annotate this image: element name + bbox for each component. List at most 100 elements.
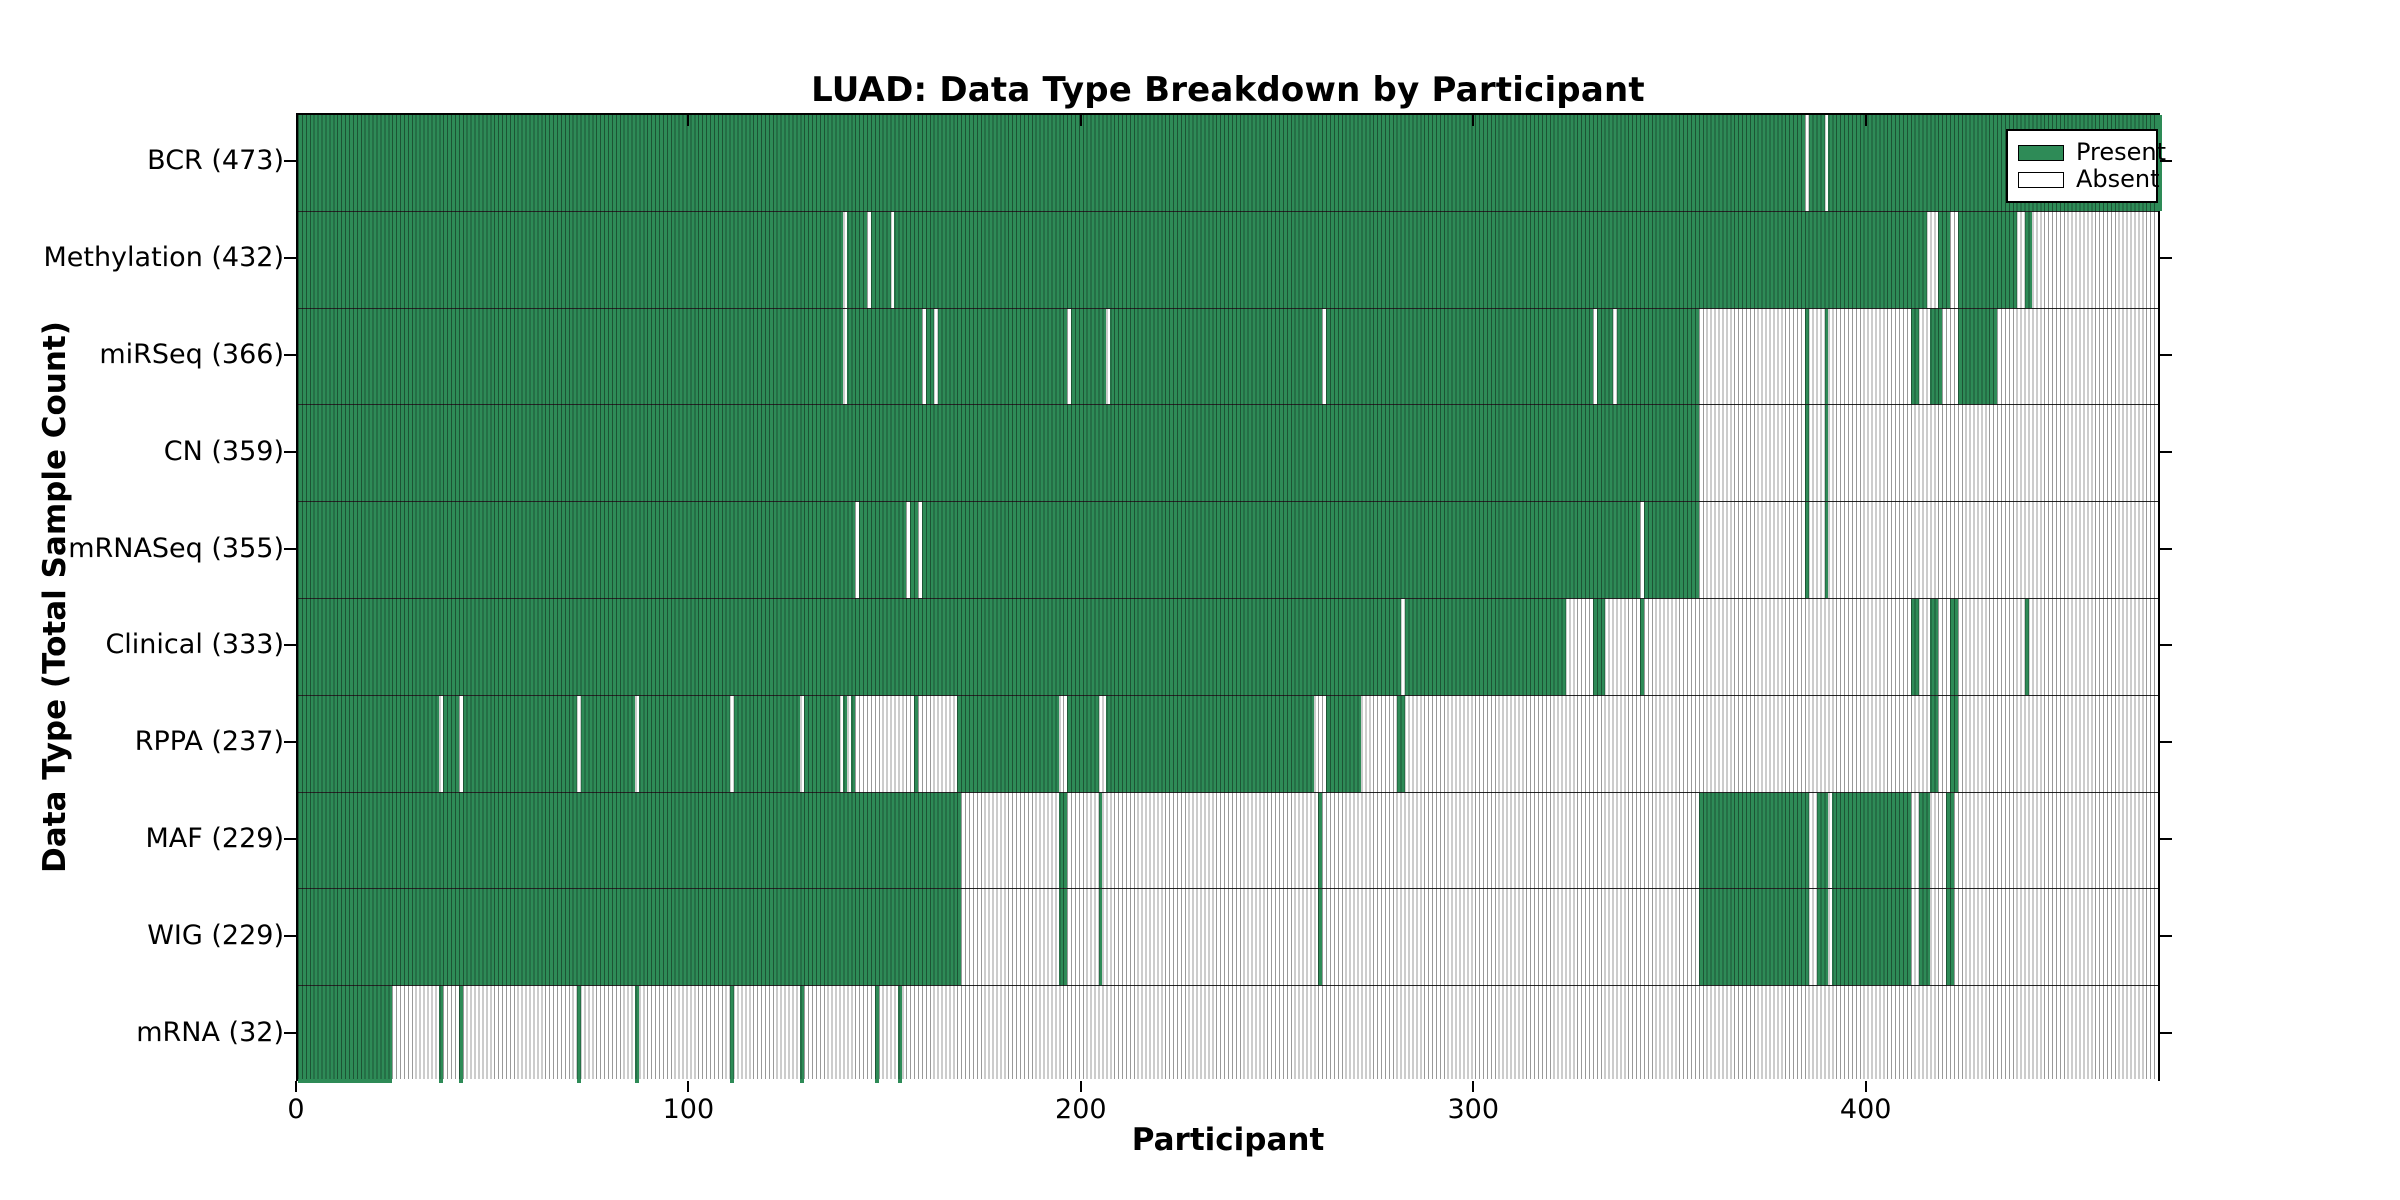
present-segment — [462, 695, 577, 792]
present-segment — [1404, 599, 1566, 695]
legend: Present Absent — [2006, 129, 2166, 203]
present-segment — [298, 502, 856, 598]
present-segment — [1832, 792, 1911, 889]
present-segment — [898, 986, 903, 1083]
chart-title: LUAD: Data Type Breakdown by Participant — [811, 70, 1645, 110]
present-segment — [576, 986, 581, 1083]
present-segment — [1592, 599, 1605, 695]
present-segment — [1824, 308, 1829, 405]
present-segment — [1098, 889, 1103, 986]
y-tick-mark-right — [2160, 741, 2172, 744]
y-tick-mark — [284, 354, 296, 356]
present-segment — [1067, 695, 1099, 792]
row-clinical — [298, 599, 2158, 696]
present-segment — [1698, 792, 1809, 889]
present-segment — [1804, 405, 1809, 502]
present-segment — [1946, 889, 1954, 986]
present-segment — [910, 502, 919, 598]
y-tick-mark — [284, 838, 296, 840]
x-tick-label-300: 300 — [1447, 1094, 1500, 1125]
present-segment — [1059, 792, 1068, 889]
y-tick-mark — [284, 547, 296, 550]
x-tick-mark-top — [687, 115, 690, 126]
row-mrnaseq — [298, 502, 2158, 599]
legend-absent-swatch — [2018, 171, 2064, 188]
x-tick-mark-top — [1864, 115, 1867, 126]
present-segment — [1918, 889, 1931, 986]
present-segment — [1644, 502, 1699, 598]
present-segment — [1957, 211, 2017, 308]
present-segment — [1816, 792, 1829, 889]
row-maf — [298, 792, 2158, 890]
present-segment — [1950, 695, 1958, 792]
present-segment — [1318, 792, 1323, 889]
present-segment — [729, 986, 734, 1083]
present-segment — [635, 986, 640, 1083]
present-segment — [1098, 792, 1103, 889]
plot-area: Present Absent — [296, 113, 2166, 1083]
present-segment — [2024, 211, 2033, 308]
present-segment — [859, 502, 907, 598]
y-tick-mark — [284, 934, 296, 937]
row-rppa — [298, 695, 2158, 793]
present-segment — [1824, 405, 1829, 502]
present-segment — [1616, 308, 1699, 405]
y-tick-mark-right — [2160, 354, 2172, 356]
present-segment — [298, 211, 844, 308]
present-segment — [1930, 695, 1939, 792]
present-segment — [443, 695, 459, 792]
present-segment — [298, 405, 1699, 502]
present-segment — [894, 211, 1927, 308]
present-segment — [1110, 308, 1323, 405]
present-segment — [1640, 599, 1644, 695]
legend-absent-label: Absent — [2076, 165, 2160, 193]
present-segment — [298, 115, 1805, 211]
present-segment — [851, 695, 856, 792]
present-segment — [1808, 115, 1825, 211]
present-segment — [439, 986, 444, 1083]
present-segment — [921, 502, 1641, 598]
y-tick-label-wig: WIG (229) — [147, 919, 284, 951]
present-segment — [298, 695, 440, 792]
present-segment — [1957, 308, 1998, 405]
row-cn — [298, 405, 2158, 503]
present-segment — [298, 986, 393, 1083]
y-tick-mark — [284, 1031, 296, 1034]
y-tick-mark-right — [2160, 1031, 2172, 1034]
present-segment — [847, 211, 867, 308]
present-segment — [957, 695, 1060, 792]
present-segment — [1930, 308, 1943, 405]
legend-item-present: Present — [2018, 139, 2166, 166]
present-segment — [804, 695, 840, 792]
y-tick-mark-right — [2160, 257, 2172, 260]
present-segment — [1910, 308, 1919, 405]
present-segment — [298, 792, 962, 889]
x-tick-mark — [687, 1081, 690, 1092]
y-tick-label-mirseq: miRSeq (366) — [99, 339, 284, 370]
present-segment — [847, 308, 922, 405]
y-tick-mark — [284, 450, 296, 453]
present-segment — [925, 308, 934, 405]
present-segment — [1804, 502, 1809, 598]
y-tick-label-mrnaseq: mRNASeq (355) — [68, 532, 284, 564]
present-segment — [843, 695, 848, 792]
y-tick-label-methylation: Methylation (432) — [43, 242, 284, 274]
row-wig — [298, 889, 2158, 987]
present-segment — [1930, 599, 1939, 695]
y-tick-label-maf: MAF (229) — [145, 823, 284, 854]
y-tick-mark-right — [2160, 450, 2172, 453]
present-segment — [1918, 792, 1931, 889]
present-segment — [1946, 792, 1954, 889]
row-mirseq — [298, 308, 2158, 406]
present-segment — [733, 695, 801, 792]
present-segment — [580, 695, 636, 792]
x-tick-label-0: 0 — [287, 1094, 305, 1125]
present-segment — [1832, 889, 1911, 986]
y-tick-label-bcr: BCR (473) — [147, 145, 284, 177]
present-segment — [1698, 889, 1809, 986]
present-segment — [1816, 889, 1829, 986]
x-tick-mark — [1472, 1081, 1475, 1092]
present-segment — [1804, 308, 1809, 405]
present-segment — [1910, 599, 1919, 695]
